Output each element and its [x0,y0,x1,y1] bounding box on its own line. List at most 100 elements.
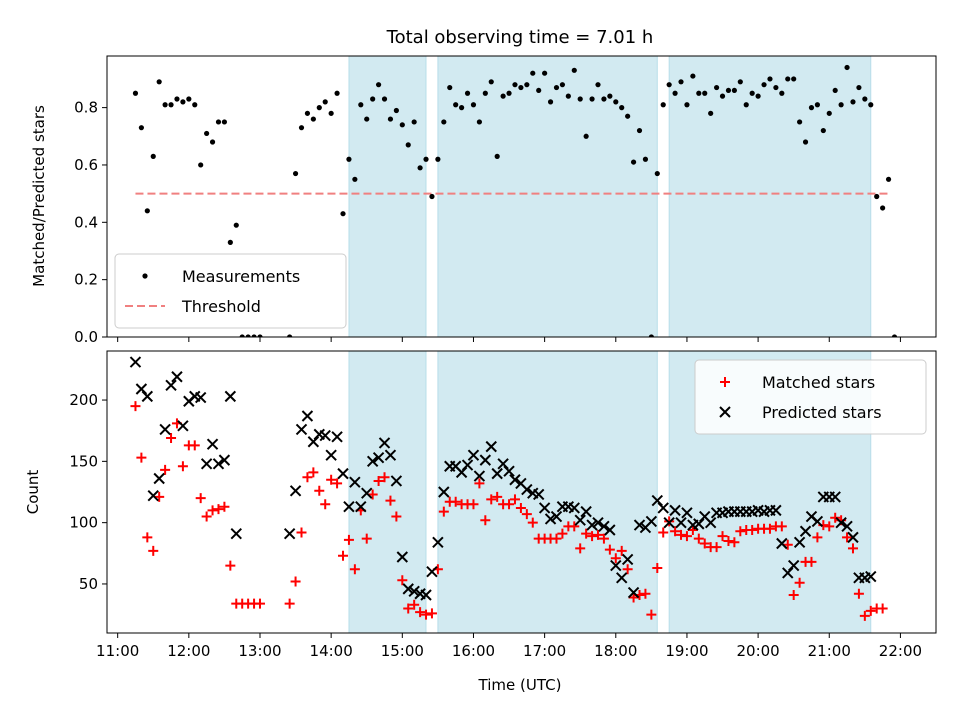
measurement-point [767,76,773,82]
bottom-y-axis-label: Count [24,470,42,515]
predicted-stars-point [177,420,189,432]
measurement-point [186,96,192,102]
measurement-point [387,116,394,122]
measurement-point [648,334,654,337]
predicted-stars-point [811,515,824,528]
predicted-stars-point [610,559,622,572]
legend-box [694,359,927,435]
matched-stars-point [735,526,746,537]
matched-stars-point [527,517,538,528]
predicted-stars-point [586,519,598,531]
y-tick-label: 100 [69,514,98,532]
matched-stars-point [397,575,408,586]
measurement-point [221,119,228,125]
matched-stars-point [438,506,449,517]
predicted-stars-point [455,466,468,479]
measurement-point [209,139,216,145]
matched-stars-point [361,533,372,544]
predicted-stars-point [355,501,367,513]
measurement-point [138,125,144,131]
matched-stars-point [670,526,681,537]
x-tick-label: 20:00 [736,642,779,660]
measurement-point [500,93,506,99]
measurement-point [464,90,471,96]
predicted-stars-point [538,502,551,514]
measurement-point [435,156,441,162]
measurement-point [625,113,631,119]
matched-stars-point [652,563,663,574]
measurement-point [518,84,524,91]
matched-stars-point [776,521,787,532]
measurement-point [708,110,714,116]
predicted-stars-point [793,536,806,548]
matched-stars-point [492,491,503,502]
measurement-point [838,102,844,108]
predicted-stars-point [337,467,349,480]
predicted-stars-point [147,489,159,502]
measurement-point [150,153,156,159]
predicted-stars-point [799,525,812,537]
measurement-point [589,96,595,102]
measurement-point [453,102,459,108]
matched-stars-point [693,533,704,544]
measurement-point [820,127,826,134]
matched-stars-point [421,609,432,620]
measurement-point [233,222,239,228]
matched-stars-point [610,553,621,564]
predicted-stars-point [224,390,237,403]
measurement-point [204,130,210,137]
measurement-point [174,96,180,102]
predicted-stars-point [378,437,391,449]
measurement-point [737,79,743,85]
measurement-point [826,110,832,116]
predicted-stars-point [396,551,409,563]
matched-stars-point [332,478,343,489]
measurement-point [215,119,222,125]
y-tick-label: 0.0 [74,328,98,346]
measurement-point [773,84,779,91]
y-tick-label: 0.2 [74,271,98,289]
predicted-stars-point [633,519,646,531]
matched-stars-point [598,533,609,544]
matched-stars-point [450,496,461,507]
measurement-point [334,90,340,96]
measurement-point [850,99,856,105]
observing-interval-band [668,56,872,337]
predicted-stars-point [206,438,219,450]
matched-stars-point [504,499,515,510]
measurement-point [192,102,198,108]
matched-stars-point [326,474,337,485]
x-tick-label: 12:00 [167,642,210,660]
predicted-stars-point [657,502,669,514]
matched-stars-point [628,592,639,603]
matched-stars-point [148,545,159,556]
matched-stars-point [195,493,206,504]
measurement-point [482,90,488,96]
measurement-point [749,90,755,96]
matched-stars-point [658,527,669,538]
matched-stars-point [225,560,236,571]
predicted-stars-point [681,507,693,519]
x-tick-label: 13:00 [238,642,281,660]
matched-stars-point [812,532,823,543]
legend: Matched stars Predicted stars [694,359,927,435]
y-tick-label: 150 [69,452,98,470]
matched-stars-point [486,494,497,505]
y-tick-label: 50 [79,575,98,593]
predicted-stars-point [212,458,225,470]
predicted-stars-point [693,518,705,530]
x-axis-label: Time (UTC) [478,676,562,694]
x-tick-label: 11:00 [96,642,139,660]
measurement-point [423,156,429,162]
matched-stars-point [320,499,331,510]
matched-stars-point [830,512,841,523]
measurement-point [601,96,607,102]
measurement-point [719,93,726,99]
predicted-stars-point [349,476,361,488]
measurement-point [755,93,761,99]
x-tick-label: 17:00 [523,642,566,660]
matched-stars-point [160,464,171,475]
measurement-point [880,205,886,211]
measurement-point [666,82,672,88]
predicted-stars-point [651,494,664,507]
